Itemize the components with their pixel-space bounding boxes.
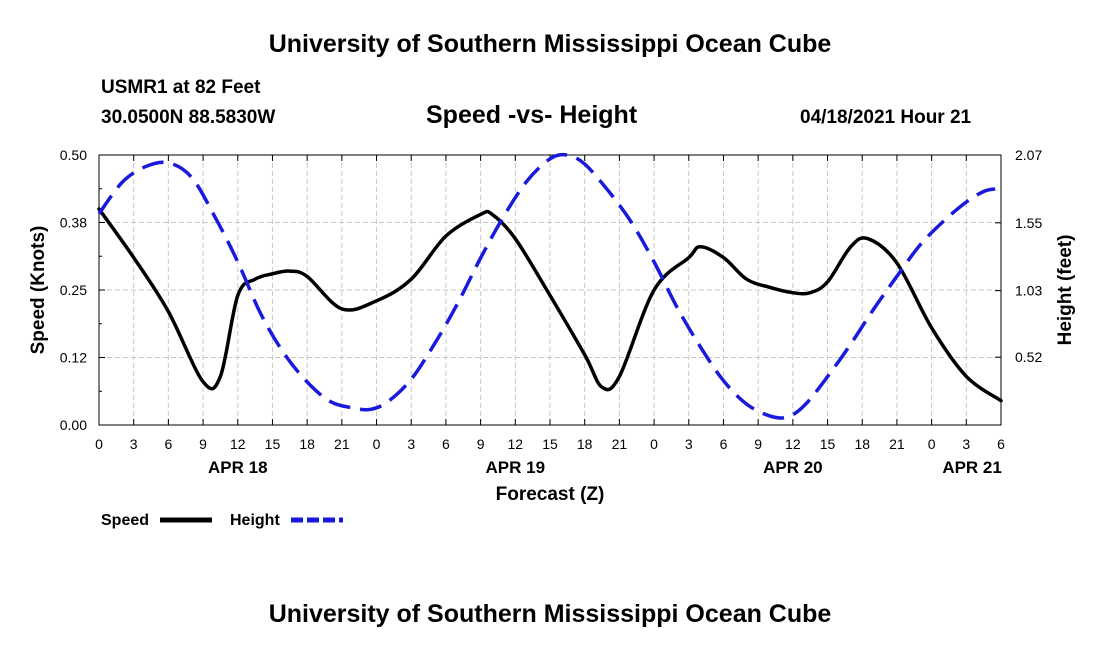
y-left-tick-label: 0.12 bbox=[60, 350, 87, 366]
x-tick-label: 3 bbox=[130, 436, 138, 452]
x-tick-label: 9 bbox=[754, 436, 762, 452]
x-tick-label: 15 bbox=[265, 436, 281, 452]
y-left-tick-label: 0.50 bbox=[60, 147, 87, 163]
chart-header-title: University of Southern Mississippi Ocean… bbox=[268, 30, 832, 58]
legend-label-height: Height bbox=[230, 512, 280, 529]
y-left-tick-label: 0.25 bbox=[60, 282, 87, 298]
x-tick-label: 3 bbox=[407, 436, 415, 452]
chart-title: Speed -vs- Height bbox=[426, 101, 638, 129]
legend-label-speed: Speed bbox=[101, 512, 149, 529]
y-axis-left-title: Speed (Knots) bbox=[28, 226, 49, 355]
grid bbox=[99, 155, 1001, 425]
x-tick-label: 21 bbox=[612, 436, 628, 452]
x-tick-label: 18 bbox=[577, 436, 593, 452]
x-tick-label: 3 bbox=[962, 436, 970, 452]
legend: Speed Height bbox=[101, 512, 343, 529]
x-tick-label: 0 bbox=[373, 436, 381, 452]
x-axis-title: Forecast (Z) bbox=[496, 484, 605, 505]
x-tick-label: 15 bbox=[542, 436, 558, 452]
y-left-tick-label: 0.38 bbox=[60, 215, 87, 231]
chart-footer-title: University of Southern Mississippi Ocean… bbox=[268, 600, 832, 628]
x-tick-label: 6 bbox=[164, 436, 172, 452]
x-tick-label: 3 bbox=[685, 436, 693, 452]
x-tick-label: 6 bbox=[442, 436, 450, 452]
x-tick-label: 0 bbox=[95, 436, 103, 452]
x-tick-label: 0 bbox=[650, 436, 658, 452]
date-label: APR 20 bbox=[763, 458, 823, 477]
series-group bbox=[97, 152, 1003, 420]
x-tick-label: 6 bbox=[997, 436, 1005, 452]
y-left-tick-label: 0.00 bbox=[60, 417, 87, 433]
date-label: APR 19 bbox=[486, 458, 546, 477]
y-right-tick-label: 1.03 bbox=[1015, 283, 1042, 299]
forecast-datetime: 04/18/2021 Hour 21 bbox=[800, 107, 972, 128]
x-tick-label: 6 bbox=[720, 436, 728, 452]
x-tick-label: 9 bbox=[199, 436, 207, 452]
y-right-tick-label: 2.07 bbox=[1015, 147, 1042, 163]
station-coordinates: 30.0500N 88.5830W bbox=[101, 107, 276, 128]
x-tick-label: 12 bbox=[230, 436, 246, 452]
x-tick-label: 12 bbox=[785, 436, 801, 452]
date-label: APR 18 bbox=[208, 458, 268, 477]
station-label: USMR1 at 82 Feet bbox=[101, 77, 261, 98]
x-tick-label: 15 bbox=[820, 436, 836, 452]
y-axis-right-title: Height (feet) bbox=[1055, 235, 1076, 346]
y-right-tick-label: 0.52 bbox=[1015, 349, 1042, 365]
date-label: APR 21 bbox=[942, 458, 1002, 477]
series-line-height bbox=[97, 152, 996, 420]
x-tick-label: 9 bbox=[477, 436, 485, 452]
x-axis: 0 3 6 9 12 15 18 21 0 3 6 9 12 15 18 21 0 3 6 9 12 15 18 21 0 3 6 A… bbox=[95, 155, 1005, 477]
y-axis-left: 0.00 0.12 0.25 0.38 0.50 bbox=[60, 147, 105, 433]
x-tick-label: 12 bbox=[508, 436, 524, 452]
x-tick-label: 18 bbox=[299, 436, 315, 452]
x-tick-label: 21 bbox=[889, 436, 905, 452]
x-tick-label: 21 bbox=[334, 436, 350, 452]
x-tick-label: 0 bbox=[928, 436, 936, 452]
y-axis-right: 0.52 1.03 1.55 2.07 bbox=[995, 147, 1042, 365]
x-tick-label: 18 bbox=[854, 436, 870, 452]
y-right-tick-label: 1.55 bbox=[1015, 215, 1042, 231]
